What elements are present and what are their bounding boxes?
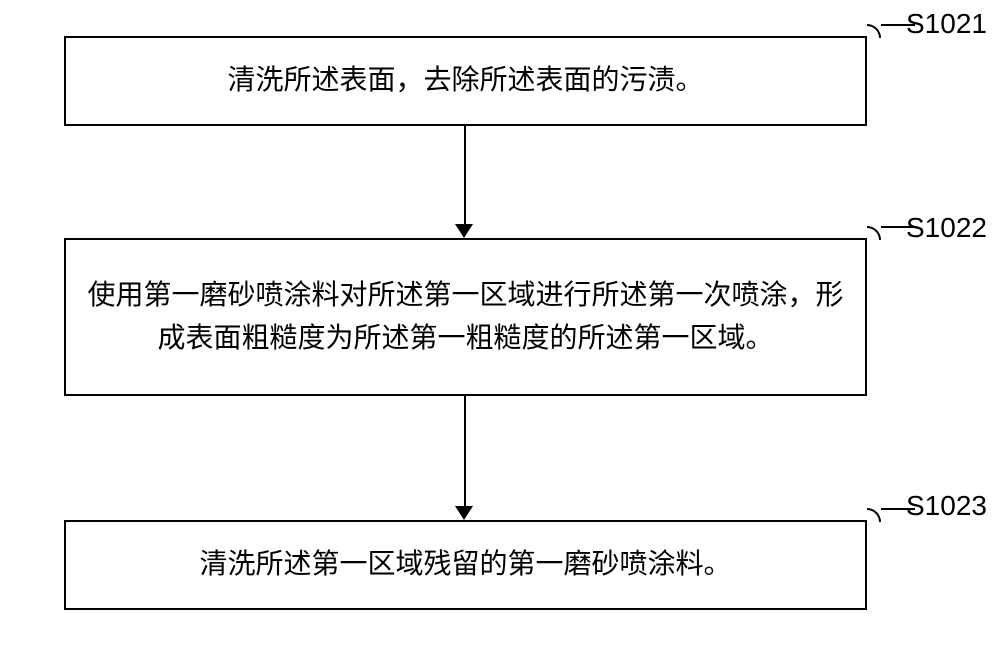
step-label-text: S1022 xyxy=(906,212,987,243)
callout-connector xyxy=(867,508,881,522)
flowchart-node: 清洗所述第一区域残留的第一磨砂喷涂料。 xyxy=(64,520,867,610)
step-label-text: S1021 xyxy=(906,8,987,39)
callout-connector xyxy=(867,24,881,38)
flowchart-canvas: 清洗所述表面，去除所述表面的污渍。 S1021 使用第一磨砂喷涂料对所述第一区域… xyxy=(0,0,1000,652)
arrow-head-icon xyxy=(455,506,473,520)
callout-connector xyxy=(867,226,881,240)
flow-arrow xyxy=(464,396,466,506)
step-label: S1022 xyxy=(906,212,987,244)
flow-arrow xyxy=(464,126,466,224)
flowchart-node: 使用第一磨砂喷涂料对所述第一区域进行所述第一次喷涂，形成表面粗糙度为所述第一粗糙… xyxy=(64,238,867,396)
step-label-text: S1023 xyxy=(906,490,987,521)
node-text: 清洗所述表面，去除所述表面的污渍。 xyxy=(227,59,703,102)
flowchart-node: 清洗所述表面，去除所述表面的污渍。 xyxy=(64,36,867,126)
step-label: S1021 xyxy=(906,8,987,40)
step-label: S1023 xyxy=(906,490,987,522)
arrow-head-icon xyxy=(455,224,473,238)
node-text: 使用第一磨砂喷涂料对所述第一区域进行所述第一次喷涂，形成表面粗糙度为所述第一粗糙… xyxy=(82,274,849,361)
node-text: 清洗所述第一区域残留的第一磨砂喷涂料。 xyxy=(199,543,731,586)
